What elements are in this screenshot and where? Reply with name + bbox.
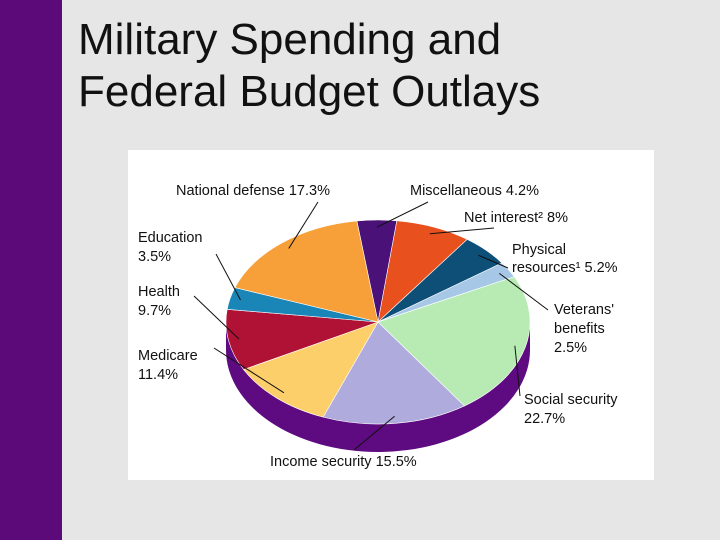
- pie-chart-panel: National defense 17.3% Miscellaneous 4.2…: [128, 150, 654, 480]
- label-veterans-benefits: Veterans' benefits 2.5%: [554, 302, 618, 356]
- leader-line-medicare: [213, 347, 285, 394]
- label-health: Health 9.7%: [138, 284, 184, 319]
- leader-line-social-security: [514, 345, 521, 397]
- pie-chart: National defense 17.3% Miscellaneous 4.2…: [138, 183, 622, 470]
- pie-slice-medicare: [243, 321, 379, 418]
- slide-title-line-2: Federal Budget Outlays: [78, 67, 541, 116]
- pie-3d-side: [226, 322, 530, 452]
- leader-line-miscellaneous: [376, 201, 429, 228]
- label-miscellaneous: Miscellaneous 4.2%: [410, 183, 539, 199]
- leader-line-net-interest: [429, 227, 495, 235]
- pie-labels: National defense 17.3% Miscellaneous 4.2…: [138, 183, 622, 470]
- label-medicare: Medicare 11.4%: [138, 348, 202, 383]
- slide-title-line-1: Military Spending and: [78, 15, 502, 64]
- label-net-interest: Net interest² 8%: [464, 210, 568, 226]
- sidebar-accent-bar: [0, 0, 62, 540]
- pie-leader-lines: [193, 201, 549, 451]
- slide-title: Military Spending and Federal Budget Out…: [78, 14, 698, 118]
- pie-slices: [225, 219, 531, 425]
- label-national-defense: National defense 17.3%: [176, 183, 330, 199]
- pie-slice-health: [225, 309, 379, 370]
- leader-line-veterans-benefits: [499, 272, 549, 311]
- label-education: Education 3.5%: [138, 230, 207, 265]
- leader-line-physical-resources: [478, 254, 509, 269]
- leader-line-health: [193, 295, 240, 340]
- leader-line-national-defense: [288, 201, 319, 249]
- label-physical-resources: Physical resources¹ 5.2%: [512, 242, 618, 276]
- leader-line-education: [215, 253, 241, 301]
- label-social-security: Social security 22.7%: [524, 392, 622, 427]
- label-income-security: Income security 15.5%: [270, 454, 417, 470]
- pie-slice-national-defense: [234, 220, 379, 323]
- pie-slice-income-security: [322, 321, 465, 425]
- pie-side-wall: [226, 322, 530, 452]
- leader-line-income-security: [353, 415, 395, 451]
